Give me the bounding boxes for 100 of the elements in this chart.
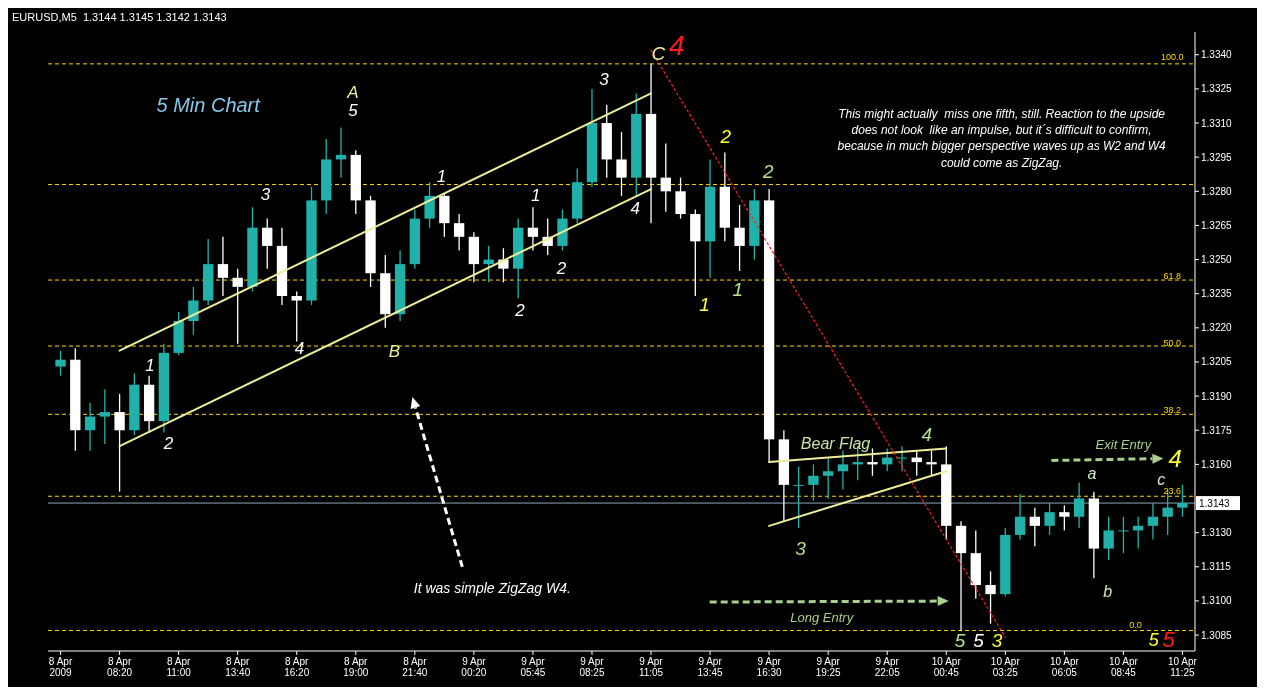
y-tick-label: 1.3190 — [1201, 390, 1233, 402]
annotation: 100.0 — [1161, 52, 1184, 63]
annotation: 3 — [260, 185, 271, 205]
x-tick-label: 9 Apr 22:05 — [874, 656, 901, 678]
candlestick — [896, 445, 908, 472]
y-tick-label: 1.3325 — [1201, 83, 1233, 95]
candlestick — [823, 456, 834, 500]
x-tick-label: 9 Apr 11:05 — [638, 656, 664, 678]
x-tick-label: 8 Apr 08:20 — [107, 656, 133, 678]
x-tick-label: 10 Apr 08:45 — [1108, 656, 1139, 678]
annotation: c — [1157, 471, 1166, 489]
x-tick-label: 9 Apr 08:25 — [579, 656, 605, 678]
annotation: 2 — [555, 259, 567, 279]
candlestick — [675, 177, 686, 220]
candlestick — [217, 236, 229, 297]
annotation: Bear Flag — [800, 434, 871, 452]
candlestick — [424, 181, 435, 229]
annotation: It was simple ZigZag W4. — [413, 579, 571, 596]
annotation: A — [346, 83, 359, 103]
annotation: 5 — [348, 101, 359, 121]
candlestick — [114, 393, 125, 493]
x-tick-label: 10 Apr 06:05 — [1049, 656, 1080, 678]
candlestick — [793, 466, 804, 529]
candlestick — [1029, 506, 1040, 547]
y-tick-label: 1.3295 — [1201, 151, 1233, 163]
annotation: 3 — [795, 537, 807, 559]
y-tick-label: 1.3160 — [1201, 458, 1233, 470]
y-tick-label: 1.3280 — [1201, 185, 1233, 197]
annotation: 4 — [921, 423, 933, 445]
annotation: 1 — [732, 279, 744, 301]
candlestick — [232, 268, 243, 345]
x-tick-label: 8 Apr 2009 — [48, 656, 73, 678]
annotation: This might actually miss one fifth, still. Reaction to the upside does not look like an impulse, but it´s difficult to confirm, because in much bigger perspective waves up as W2 and W4 could come as ZigZag. — [837, 107, 1167, 170]
candlestick — [660, 142, 671, 213]
annotation: 5 — [954, 629, 966, 651]
annotation: 3 — [599, 70, 610, 90]
annotation: 61.8 — [1163, 271, 1182, 282]
candlestick — [527, 206, 539, 252]
annotation: 38.2 — [1163, 405, 1182, 416]
annotation: 1 — [699, 293, 710, 315]
annotation: 3 — [991, 629, 1003, 651]
annotation: 23.6 — [1163, 486, 1182, 497]
x-tick-label: 9 Apr 13:45 — [697, 656, 724, 678]
x-tick-label: 9 Apr 16:30 — [756, 656, 783, 678]
y-tick-label: 1.3265 — [1201, 219, 1233, 231]
x-tick-label: 9 Apr 05:45 — [520, 656, 546, 678]
annotation: 5 — [1148, 629, 1160, 650]
candlestick — [1044, 502, 1055, 536]
y-tick-label: 1.3310 — [1201, 117, 1233, 129]
x-tick-label: 8 Apr 21:40 — [402, 656, 428, 678]
annotation: 2 — [761, 160, 774, 182]
x-tick-label: 10 Apr 11:25 — [1167, 656, 1198, 678]
y-tick-label: 1.3100 — [1201, 595, 1233, 607]
annotation: 2 — [514, 301, 526, 321]
y-tick-label: 1.3085 — [1201, 629, 1233, 641]
ref-line-label: 1.3143 — [1199, 498, 1231, 510]
candlestick — [55, 349, 66, 377]
y-tick-label: 1.3235 — [1201, 288, 1233, 300]
x-tick-label: 8 Apr 19:00 — [343, 656, 369, 678]
candlestick — [1059, 504, 1070, 532]
x-tick-label: 10 Apr 00:45 — [931, 656, 962, 678]
annotation: 5 — [973, 629, 985, 651]
annotation: 4 — [294, 339, 305, 359]
candlestick — [1103, 516, 1114, 561]
annotation: 2 — [162, 434, 174, 454]
annotation: 5 Min Chart — [156, 94, 262, 117]
annotation: 50.0 — [1163, 338, 1182, 349]
candlestick — [837, 450, 849, 491]
candlestick — [616, 131, 627, 197]
candlestick — [985, 570, 996, 625]
candlestick — [483, 245, 494, 283]
candlestick — [1147, 502, 1159, 541]
x-tick-label: 8 Apr 11:00 — [166, 656, 192, 678]
candlestick — [1073, 481, 1085, 529]
annotation: 0.0 — [1129, 620, 1142, 631]
x-tick-label: 9 Apr 00:20 — [461, 656, 487, 678]
y-tick-label: 1.3115 — [1201, 561, 1232, 573]
candlestick — [1014, 493, 1026, 541]
candlestick — [926, 450, 937, 477]
annotation: B — [388, 342, 401, 362]
y-tick-label: 1.3250 — [1201, 254, 1233, 266]
chart-title: EURUSD,M5 1.3144 1.3145 1.3142 1.3143 — [12, 11, 227, 23]
annotation: a — [1087, 465, 1097, 483]
candlestick — [99, 388, 110, 445]
candlestick — [453, 213, 465, 252]
annotation: 1 — [145, 356, 155, 376]
y-tick-label: 1.3130 — [1201, 527, 1233, 539]
y-tick-label: 1.3220 — [1201, 322, 1233, 334]
annotation: 4 — [669, 30, 685, 62]
annotation: 2 — [719, 125, 732, 147]
annotation: b — [1103, 583, 1113, 601]
annotation: 1 — [530, 186, 541, 206]
y-tick-label: 1.3340 — [1201, 49, 1233, 61]
candlestick — [262, 217, 273, 270]
x-tick-label: 9 Apr 19:25 — [815, 656, 842, 678]
annotation: 4 — [1168, 445, 1182, 473]
annotation: Exit Entry — [1095, 437, 1153, 453]
candlestick — [734, 204, 745, 272]
candlestick — [1118, 516, 1129, 554]
y-tick-label: 1.3175 — [1201, 424, 1233, 436]
